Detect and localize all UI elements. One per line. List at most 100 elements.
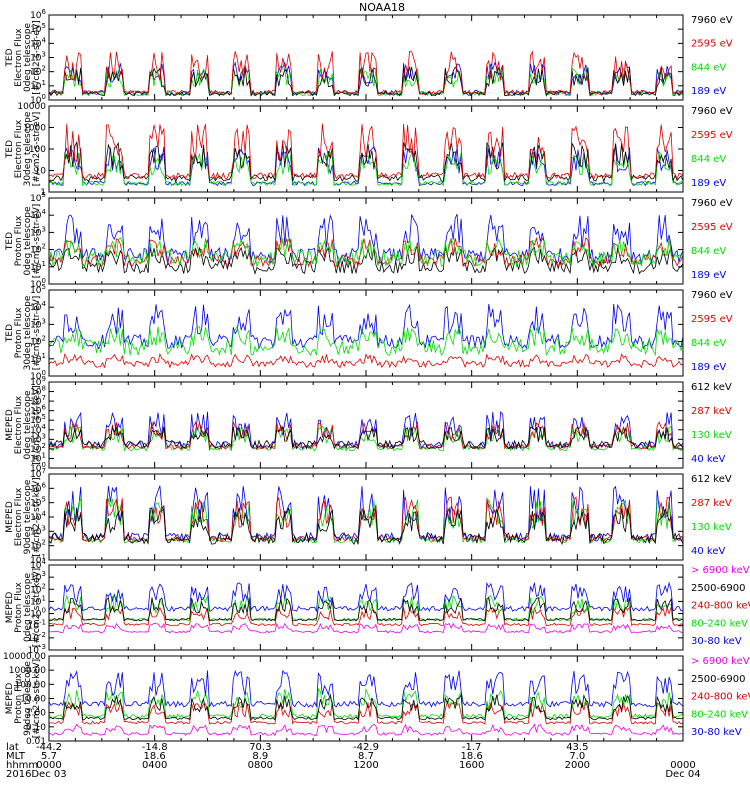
- y-axis-label: MEPED: [5, 501, 15, 533]
- y-tick-label: 10000: [17, 102, 46, 112]
- legend-entry: 40 keV: [691, 546, 725, 557]
- series-line-black: [49, 693, 683, 721]
- y-axis-label: Electron Flux: [14, 28, 24, 87]
- y-tick-label: 101: [30, 594, 46, 607]
- y-axis-label: Proton Flux: [14, 582, 24, 633]
- y-axis-label: [#/cm2-s-str-keV]: [32, 568, 42, 647]
- time-tick-label: 0800: [248, 760, 273, 771]
- y-tick-label: 103: [30, 51, 46, 64]
- legend-entry: 7960 eV: [691, 290, 733, 301]
- time-tick-label: 2000: [565, 760, 590, 771]
- series-line-blue: [49, 61, 683, 97]
- series-line-red: [49, 50, 683, 96]
- y-axis-label: 0deg telescope: [23, 390, 33, 460]
- y-tick-label: 106: [30, 481, 46, 494]
- y-tick-label: 100: [30, 93, 46, 106]
- y-axis-label: MEPED: [5, 409, 15, 441]
- time-row-label: lat: [6, 742, 19, 753]
- panel-frame: [48, 14, 684, 101]
- legend-entry: 189 eV: [691, 270, 726, 281]
- legend-entry: 844 eV: [691, 154, 726, 165]
- time-tick-label: 70.3: [249, 742, 271, 753]
- y-tick-label: 101: [30, 352, 46, 365]
- y-tick-label: 1.00: [26, 709, 46, 719]
- series-line-blue: [49, 303, 683, 350]
- y-tick-label: 100: [29, 145, 46, 155]
- y-tick-label: 10.00: [20, 695, 46, 705]
- legend-entry: 2500-6900: [691, 583, 746, 594]
- time-tick-label: Dec 04: [665, 769, 700, 780]
- legend-entry: 30-80 keV: [691, 727, 742, 738]
- y-tick-label: 100: [30, 607, 46, 620]
- y-tick-label: 102: [30, 65, 46, 78]
- legend-entry: 30-80 keV: [691, 636, 742, 647]
- series-line-magenta: [49, 622, 683, 634]
- y-axis-label: 0deg telescope: [23, 206, 33, 276]
- time-tick-label: 8.9: [252, 751, 268, 762]
- time-tick-label: 18.6: [144, 751, 166, 762]
- series-line-magenta: [49, 723, 683, 737]
- y-tick-label: 1000.00: [9, 666, 46, 676]
- y-tick-label: 100: [30, 277, 46, 290]
- legend-entry: 612 keV: [691, 474, 732, 485]
- y-tick-label: 107: [30, 467, 46, 480]
- y-axis-label: [#/cm2-s-str-eV]: [32, 20, 42, 95]
- time-tick-label: 7.0: [569, 751, 585, 762]
- y-tick-label: 102: [30, 335, 46, 348]
- legend-entry: 7960 eV: [691, 198, 733, 209]
- time-row-label: hhmm: [6, 760, 38, 771]
- legend-entry: 287 keV: [691, 406, 732, 417]
- y-tick-label: 104: [30, 558, 46, 571]
- y-axis-label: TED: [5, 140, 15, 159]
- y-axis-label: Proton Flux: [14, 673, 24, 724]
- series-line-blue: [49, 669, 683, 708]
- series-line-black: [49, 245, 683, 275]
- panel-frame: [48, 289, 684, 377]
- series-line-blue: [49, 214, 683, 265]
- legend-entry: 612 keV: [691, 382, 732, 393]
- y-tick-label: 105: [30, 496, 46, 509]
- series-line-black: [49, 140, 683, 183]
- y-axis-label: Electron Flux: [14, 119, 24, 178]
- panel-3: 100 101 102 103 104 105 TED Proton Flux 0deg tel…: [5, 191, 733, 290]
- y-axis-label: [#/cm2-s-str-keV]: [32, 659, 42, 738]
- legend-entry: 2595 eV: [691, 130, 733, 141]
- legend-entry: 287 keV: [691, 498, 732, 509]
- y-axis-label: 90deg telescope: [23, 479, 33, 554]
- time-row-label: 2016: [6, 769, 31, 780]
- y-tick-label: 10-3: [28, 643, 46, 656]
- y-tick-label: 101: [30, 260, 46, 273]
- legend-entry: 189 eV: [691, 178, 726, 189]
- y-tick-label: 105: [30, 22, 46, 35]
- panel-2: 1 10 100 1000 10000 TED Electron Flux 30deg tel…: [5, 102, 733, 198]
- time-tick-label: 1200: [353, 760, 378, 771]
- y-axis-label: [#/cm2-s-str-keV]: [32, 477, 42, 556]
- legend-entry: 130 keV: [691, 430, 732, 441]
- legend-entry: 2595 eV: [691, 314, 733, 325]
- panel-8: 0.01 0.10 1.00 10.00 100.00 1000.00 10000.00 ME…: [3, 652, 750, 747]
- time-row-label: MLT: [6, 751, 26, 762]
- y-tick-label: 104: [30, 423, 46, 436]
- legend-entry: 2595 eV: [691, 39, 733, 50]
- time-tick-label: 18.6: [461, 751, 483, 762]
- series-line-black: [49, 506, 683, 546]
- y-axis-label: [#/cm2-s-str-eV]: [32, 204, 42, 279]
- time-tick-label: 0000: [36, 760, 61, 771]
- legend-entry: > 6900 keV: [691, 656, 750, 667]
- y-tick-label: 105: [30, 191, 46, 204]
- legend-entry: 240-800 keV: [691, 692, 750, 703]
- legend-entry: 80-240 keV: [691, 618, 748, 629]
- y-tick-label: 102: [30, 539, 46, 552]
- series-line-green: [49, 325, 683, 357]
- y-axis-label: TED: [5, 48, 15, 67]
- legend-entry: 2595 eV: [691, 222, 733, 233]
- y-axis-label: MEPED: [5, 683, 15, 715]
- legend-entry: 844 eV: [691, 338, 726, 349]
